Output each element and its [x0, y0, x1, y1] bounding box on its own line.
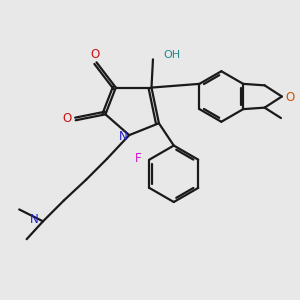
Text: O: O	[90, 48, 100, 62]
Text: OH: OH	[164, 50, 181, 60]
Text: N: N	[119, 130, 128, 143]
Text: F: F	[135, 152, 141, 165]
Text: O: O	[286, 92, 295, 104]
Text: N: N	[30, 213, 38, 226]
Text: O: O	[63, 112, 72, 125]
